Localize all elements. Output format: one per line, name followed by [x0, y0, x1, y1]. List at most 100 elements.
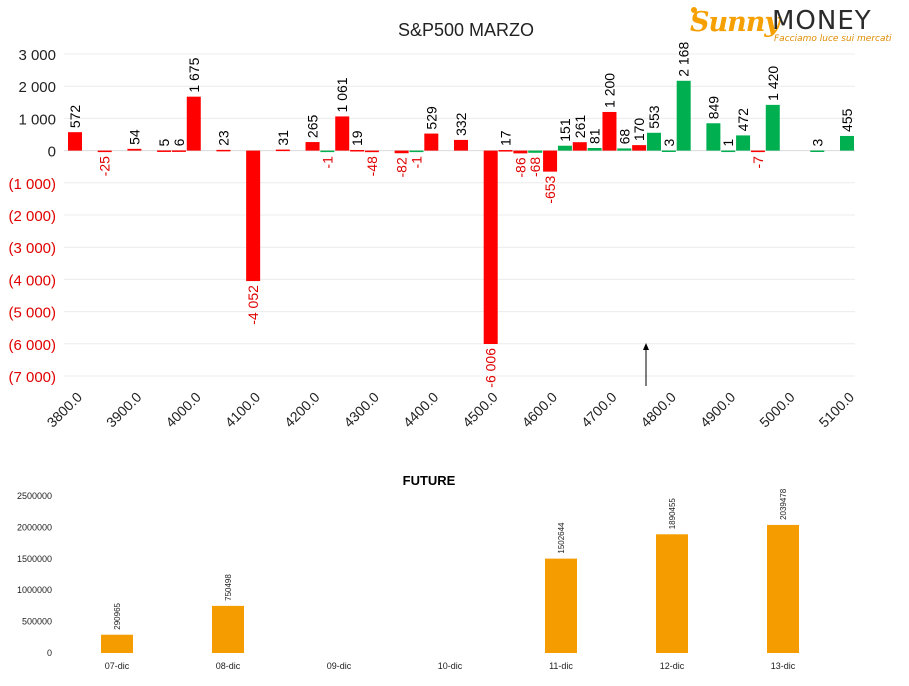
chart-title: S&P500 MARZO — [398, 20, 534, 40]
y-tick-label: (2 000) — [8, 208, 56, 225]
x-tick-label: 4200.0 — [281, 389, 323, 431]
y-tick-label: 0 — [47, 648, 52, 658]
y-tick-label: 3 000 — [18, 47, 56, 64]
data-label: 151 — [557, 118, 573, 142]
x-tick-label: 07-dic — [105, 661, 130, 671]
y-tick-label: (4 000) — [8, 272, 56, 289]
data-label: 5 — [156, 138, 172, 146]
data-label: 529 — [423, 106, 439, 130]
logo-money-text: MONEY — [772, 6, 872, 36]
data-label: 553 — [646, 105, 662, 129]
bar — [721, 150, 736, 153]
data-label: -82 — [394, 157, 410, 177]
data-label: 1 061 — [334, 77, 350, 112]
data-label: 68 — [616, 129, 632, 145]
bar — [97, 150, 112, 153]
x-tick-label: 09-dic — [327, 661, 352, 671]
y-tick-label: 500000 — [22, 617, 52, 627]
bar — [767, 524, 799, 653]
y-tick-label: 2000000 — [17, 522, 52, 532]
data-label: 290965 — [113, 602, 122, 629]
data-label: -25 — [97, 156, 113, 176]
data-label: 472 — [735, 108, 751, 132]
x-tick-label: 4500.0 — [459, 389, 501, 431]
data-label: 261 — [572, 115, 588, 139]
data-label: 849 — [705, 96, 721, 120]
bar — [127, 148, 142, 151]
bar — [840, 135, 854, 151]
x-tick-label: 4300.0 — [340, 389, 382, 431]
data-label: 3 — [809, 139, 825, 147]
bar — [750, 150, 765, 153]
bar — [810, 150, 825, 153]
bar — [157, 150, 172, 152]
data-label: -1 — [319, 156, 335, 169]
bar — [602, 111, 617, 151]
bar — [350, 149, 365, 152]
bar — [394, 150, 409, 154]
x-tick-label: 08-dic — [216, 661, 241, 671]
data-label: 81 — [587, 128, 603, 144]
bar — [246, 150, 261, 282]
bar — [587, 147, 602, 151]
data-label: -6 006 — [483, 348, 499, 388]
data-label: -68 — [527, 157, 543, 177]
data-label: 1 420 — [765, 66, 781, 101]
bar — [765, 104, 780, 151]
data-label: 19 — [349, 130, 365, 146]
data-label: 6 — [171, 138, 187, 146]
x-axis: 3800.0 3900.0 4000.0 4100.0 4200.0 4300.0 4400… — [44, 389, 858, 431]
x-tick-label: 4800.0 — [637, 389, 679, 431]
bar — [543, 150, 558, 172]
bar — [424, 133, 439, 151]
data-label: 1502644 — [557, 522, 566, 554]
future-chart: FUTURE 0 500000 1000000 1500000 2000000 25000… — [17, 473, 799, 671]
bar — [171, 150, 186, 152]
y-tick-label: (7 000) — [8, 369, 56, 386]
bar — [68, 132, 82, 151]
data-label: 3 — [661, 139, 677, 147]
x-tick-label: 4600.0 — [519, 389, 561, 431]
y-axis: 3 000 2 000 1 000 0 (1 000) (2 000) (3 000) (4 … — [8, 47, 56, 386]
bar — [216, 149, 231, 152]
data-label: 572 — [67, 105, 83, 129]
y-tick-label: 2500000 — [17, 491, 52, 501]
data-label: 54 — [126, 129, 142, 145]
bar — [545, 558, 577, 653]
data-label: 17 — [498, 130, 514, 146]
bar — [483, 150, 498, 344]
data-label: -653 — [542, 175, 558, 203]
brand-logo: Sunny MONEY Facciamo luce sui mercati — [688, 4, 898, 44]
y-tick-label: (5 000) — [8, 305, 56, 322]
x-tick-label: 4400.0 — [400, 389, 442, 431]
bar — [557, 145, 572, 151]
chart-title: FUTURE — [403, 473, 456, 488]
data-label: 750498 — [224, 574, 233, 601]
bar — [661, 150, 676, 153]
bar — [706, 123, 721, 151]
bar — [647, 132, 661, 151]
x-tick-label: 4900.0 — [697, 389, 739, 431]
x-tick-label: 12-dic — [660, 661, 685, 671]
bar — [335, 116, 350, 151]
data-label: 1 675 — [186, 57, 202, 92]
bar — [528, 150, 543, 153]
x-tick-label: 3800.0 — [44, 389, 86, 431]
y-tick-label: 2 000 — [18, 79, 56, 96]
bars — [101, 524, 799, 653]
x-axis: 07-dic 08-dic 09-dic 10-dic 11-dic 12-dic 13-d… — [105, 661, 796, 671]
bar — [101, 634, 133, 653]
data-label: -86 — [512, 157, 528, 177]
bar — [617, 148, 632, 151]
y-tick-label: (3 000) — [8, 240, 56, 257]
bar — [632, 145, 647, 151]
data-label: 332 — [453, 112, 469, 136]
data-label: -1 — [408, 156, 424, 169]
arrow-marker — [643, 343, 649, 386]
x-tick-label: 13-dic — [771, 661, 796, 671]
y-tick-label: 1500000 — [17, 554, 52, 564]
data-label: 265 — [305, 114, 321, 138]
bar — [305, 142, 320, 151]
